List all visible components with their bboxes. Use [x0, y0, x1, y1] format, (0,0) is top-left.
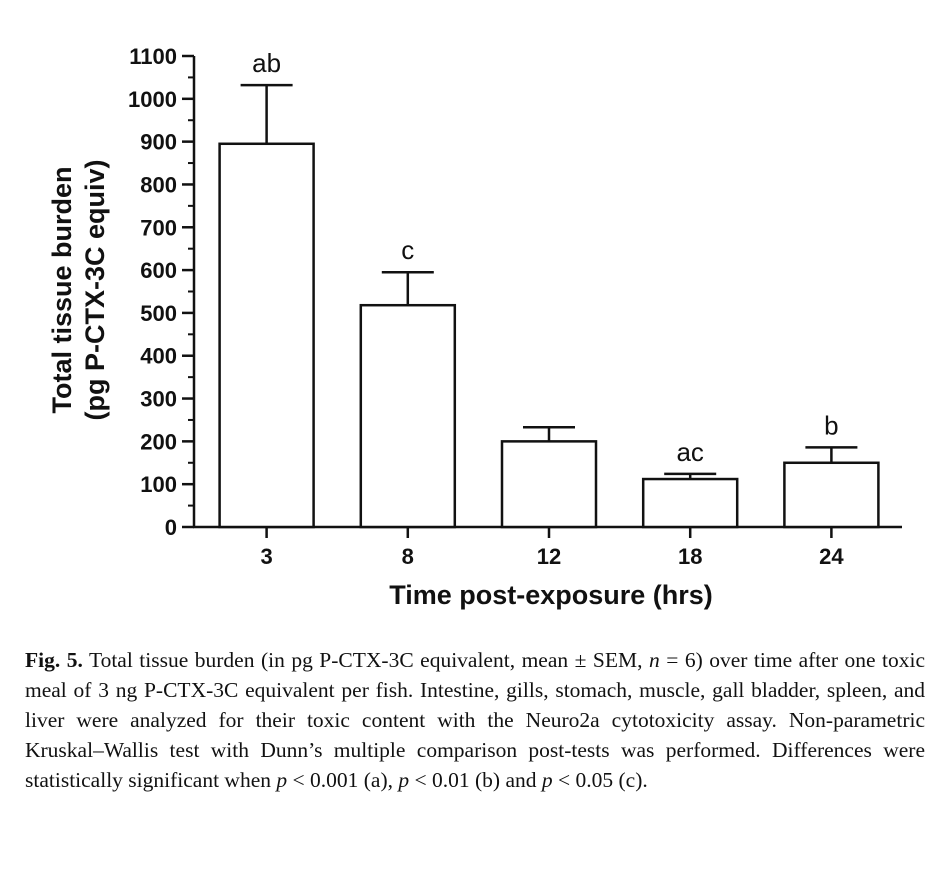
caption-n-variable: n	[648, 648, 660, 672]
significance-label-24h: b	[824, 410, 838, 440]
y-tick-label-900: 900	[140, 130, 177, 155]
y-tick-label-400: 400	[140, 344, 177, 369]
significance-label-3h: ab	[252, 48, 281, 78]
caption-text-1: Total tissue burden (in pg P-CTX-3C equi…	[82, 648, 649, 672]
x-axis: 3 8 12 18 24	[193, 525, 902, 569]
x-axis-title: Time post-exposure (hrs)	[389, 580, 713, 610]
y-tick-label-800: 800	[140, 172, 177, 197]
caption-p-variable-1: p	[276, 768, 288, 792]
caption-threshold-b: < 0.01 (b) and	[409, 768, 542, 792]
bar-12h	[500, 440, 598, 529]
y-tick-label-300: 300	[140, 387, 177, 412]
y-tick-label-1100: 1100	[129, 44, 177, 69]
y-axis: 0 100 200 300 400 500 600 700 800 900 1000 1100	[128, 44, 196, 540]
bar-3h	[218, 142, 315, 529]
y-tick-label-700: 700	[140, 215, 177, 240]
caption-text-2: = 6) over time after one toxic meal of 3…	[25, 648, 925, 792]
y-tick-label-200: 200	[140, 429, 177, 454]
bar-24h	[783, 461, 880, 529]
y-axis-title-line-1: Total tissue burden	[47, 166, 77, 413]
significance-label-8h: c	[401, 235, 414, 265]
x-tick-label-8: 8	[402, 544, 414, 569]
y-tick-label-100: 100	[140, 472, 177, 497]
x-tick-label-12: 12	[537, 544, 561, 569]
figure-label: Fig. 5.	[25, 648, 83, 672]
significance-label-18h: ac	[676, 437, 703, 467]
bar-8h	[359, 303, 457, 529]
caption-p-variable-2: p	[398, 768, 410, 792]
y-tick-label-600: 600	[140, 258, 177, 283]
bar-18h	[641, 477, 739, 529]
significance-labels: ab c ac b	[252, 48, 838, 467]
x-tick-label-24: 24	[819, 544, 844, 569]
y-tick-label-1000: 1000	[128, 87, 177, 112]
figure-caption: Fig. 5. Total tissue burden (in pg P-CTX…	[25, 645, 925, 795]
y-tick-label-0: 0	[165, 515, 177, 540]
bars	[218, 142, 880, 529]
caption-p-variable-3: p	[541, 768, 553, 792]
x-tick-label-3: 3	[260, 544, 272, 569]
error-bars	[240, 83, 858, 480]
x-tick-label-18: 18	[678, 544, 702, 569]
caption-threshold-c: < 0.05 (c).	[552, 768, 648, 792]
y-tick-label-500: 500	[140, 301, 177, 326]
bar-chart: 0 100 200 300 400 500 600 700 800 900 1000 1100 3 8 1…	[47, 44, 902, 610]
y-axis-title-line-2: (pg P-CTX-3C equiv)	[80, 160, 110, 421]
caption-threshold-a: < 0.001 (a),	[287, 768, 399, 792]
